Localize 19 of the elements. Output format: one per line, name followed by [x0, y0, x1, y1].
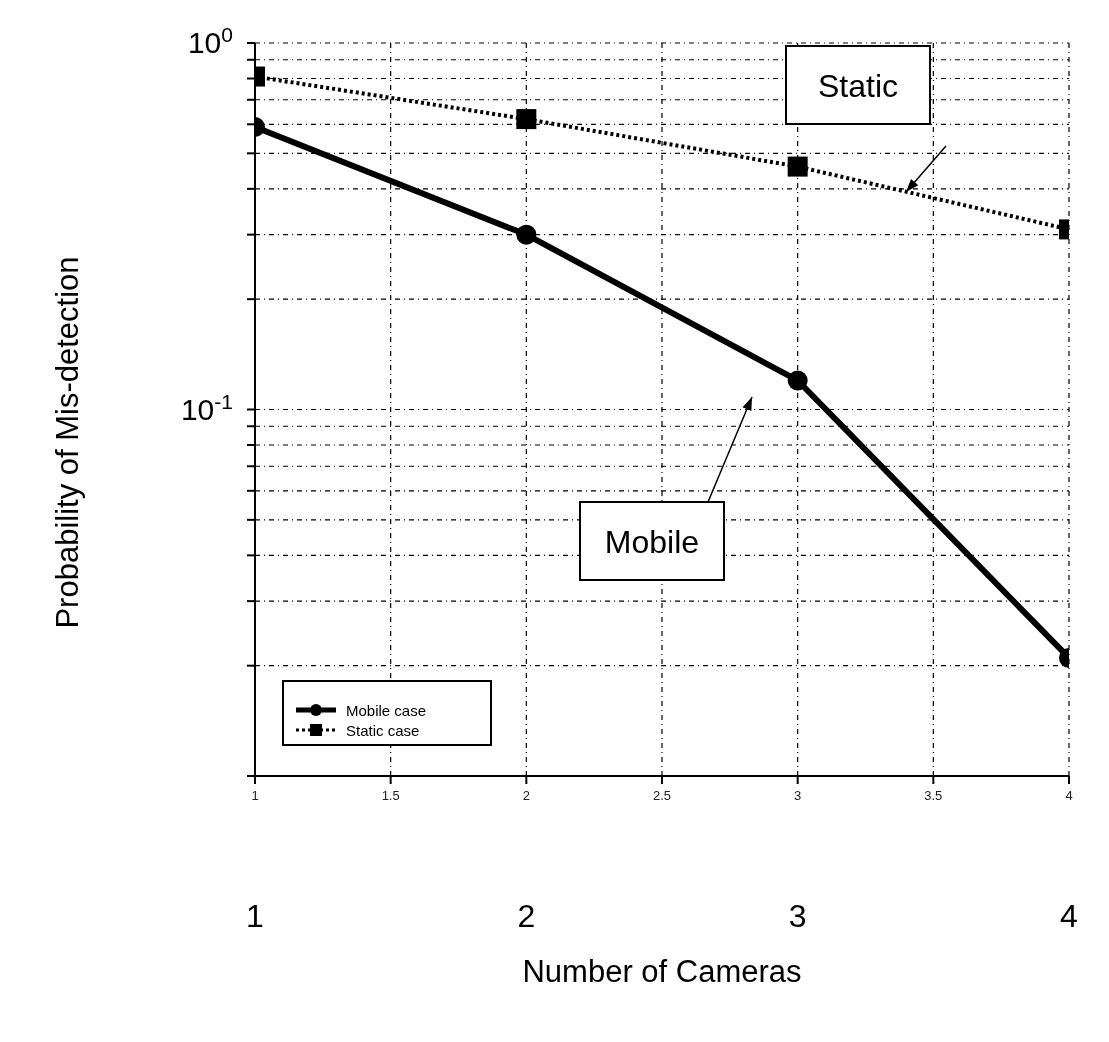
annotation: Mobile — [604, 524, 700, 560]
x-tick-label: 4 — [1065, 788, 1073, 803]
x-tick-label: 3.5 — [924, 788, 943, 803]
x-tick-label: 2 — [522, 788, 530, 803]
x-tick-label: 2.5 — [652, 788, 672, 803]
y-tick-label: 10$^{-1}$ — [180, 389, 233, 426]
annotation: Static — [817, 68, 899, 104]
legend-label: Static case — [346, 721, 420, 739]
x-tick-label: 1.5 — [381, 788, 400, 803]
y-tick-label: 10$^{0}$ — [187, 22, 233, 59]
legend-label: Mobile case — [346, 701, 427, 719]
x-axis-title: Number of Cameras — [522, 954, 802, 989]
text: 1 — [246, 898, 264, 934]
x-tick-label: 1 — [251, 788, 259, 803]
y-axis-title: Probability of Mis-detection — [50, 256, 85, 629]
text: 3 — [788, 898, 807, 934]
x-tick-label: 3 — [794, 788, 802, 803]
text: 2 — [517, 898, 536, 934]
text: 4 — [1060, 898, 1078, 934]
